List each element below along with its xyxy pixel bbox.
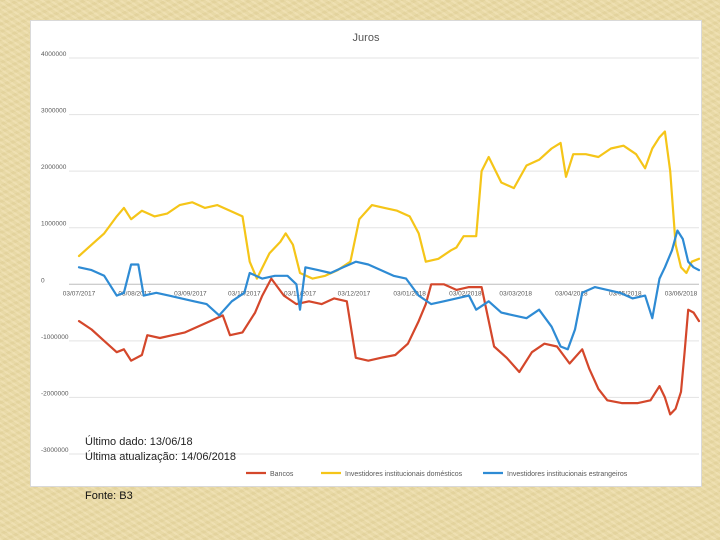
series-line xyxy=(77,229,701,351)
y-tick-label: 4000000 xyxy=(41,51,67,58)
source-note: Fonte: B3 xyxy=(85,490,133,502)
last-update-note: Última atualização: 14/06/2018 xyxy=(85,451,237,463)
x-tick-label: 03/01/2018 xyxy=(393,290,426,297)
y-tick-label: 2000000 xyxy=(41,164,67,171)
x-tick-label: 03/06/2018 xyxy=(665,290,698,297)
y-tick-label: 3000000 xyxy=(41,108,67,115)
line-chart: Juros 4000000 3000000 2000000 1000000 0 -10000… xyxy=(41,32,701,478)
x-tick-label: 03/11/2017 xyxy=(284,290,316,297)
x-tick-label: 03/05/2018 xyxy=(609,290,642,297)
x-tick-label: 03/02/2018 xyxy=(449,290,482,297)
last-data-note: Último dado: 13/06/18 xyxy=(85,436,193,448)
chart-title: Juros xyxy=(353,32,380,44)
chart-panel: Juros 4000000 3000000 2000000 1000000 0 -10000… xyxy=(30,20,702,487)
x-tick-label: 03/08/2017 xyxy=(118,290,151,297)
x-tick-label: 03/09/2017 xyxy=(174,290,207,297)
y-tick-label: -1000000 xyxy=(41,334,69,341)
x-tick-label: 03/03/2018 xyxy=(499,290,532,297)
y-tick-label: -3000000 xyxy=(41,447,69,454)
series-line xyxy=(77,277,701,416)
x-tick-label: 03/12/2017 xyxy=(338,290,371,297)
x-tick-label: 03/04/2018 xyxy=(555,290,588,297)
legend-label: Bancos xyxy=(270,471,294,478)
legend-label: Investidores institucionais domésticos xyxy=(345,471,463,478)
y-tick-label: 1000000 xyxy=(41,221,67,228)
legend-label: Investidores institucionais estrangeiros xyxy=(507,471,628,478)
y-tick-label: -2000000 xyxy=(41,390,69,397)
y-tick-label: 0 xyxy=(41,277,45,284)
series-line xyxy=(77,130,701,280)
x-tick-label: 03/07/2017 xyxy=(63,290,96,297)
